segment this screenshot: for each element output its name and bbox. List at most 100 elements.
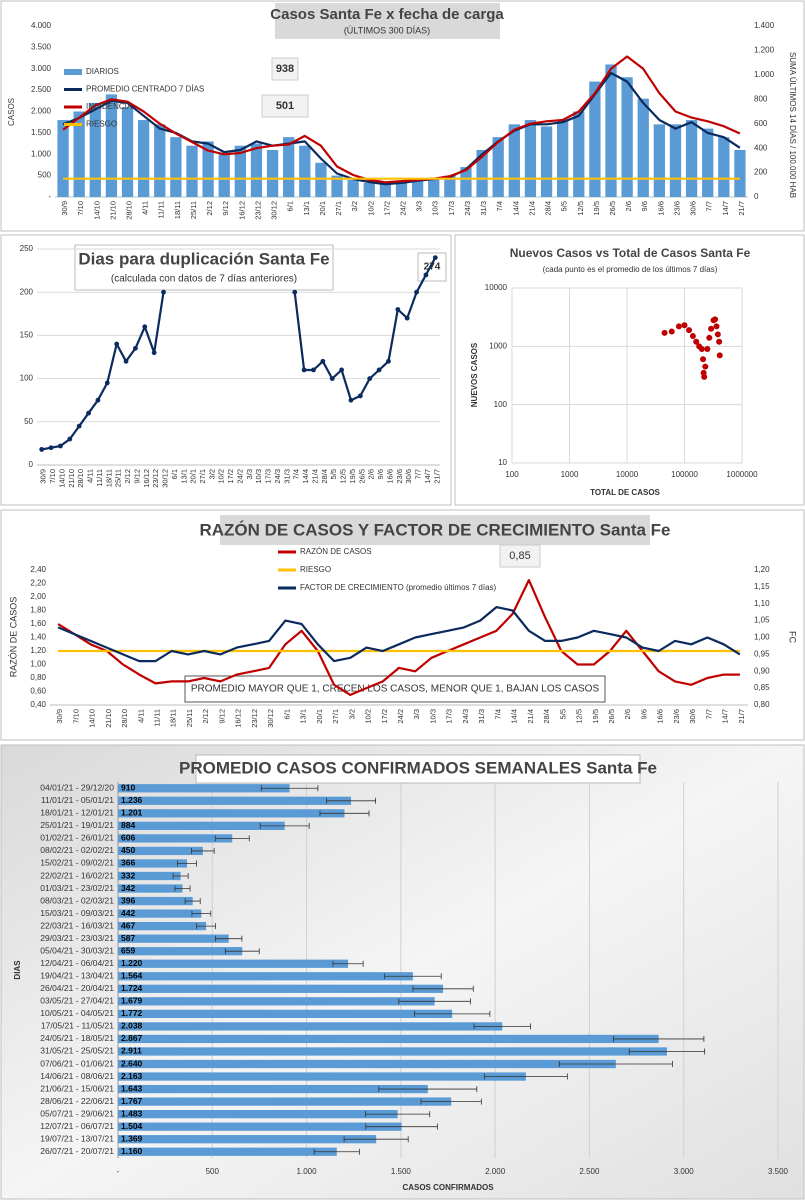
error-bar [628,1048,706,1055]
data-label: 884 [121,820,135,830]
x-tick-label: 21/10 [104,709,113,728]
error-bar [343,1136,409,1143]
x-tick-label: 28/4 [544,201,553,216]
x-tick-label: 1000000 [726,470,758,479]
bar [118,1022,503,1031]
error-bar [398,998,471,1005]
x-tick-label: 19/5 [348,469,357,484]
x-tick-label: 25/11 [185,709,194,727]
y-axis-title: NUEVOS CASOS [470,342,479,407]
error-bar [191,910,212,917]
bar [118,1009,453,1019]
point [668,328,675,335]
x-tick-label: 9/12 [217,709,226,724]
x-tick-label: 21/10 [108,201,117,220]
x-tick-label: 3/2 [347,709,356,719]
y-tick-label: 04/01/21 - 29/12/20 [40,783,114,793]
y2-tick-label: 0,80 [754,700,770,709]
x-tick-label: 14/10 [92,201,101,220]
x-tick-label: 31/3 [479,201,488,216]
point [404,315,410,321]
x-tick-label: 10/3 [431,201,440,216]
y-tick-label: 19/04/21 - 13/04/21 [40,971,114,981]
point [329,376,335,381]
x-tick-label: 30/9 [55,709,64,724]
bar [118,1097,452,1106]
x-tick-label: 10/2 [366,201,375,216]
x-tick-label: 9/6 [639,709,648,719]
y-tick-label: 1,00 [30,660,46,669]
data-label: 396 [121,895,135,905]
x-tick-label: 9/12 [221,201,230,216]
note: PROMEDIO MAYOR QUE 1, CRECEN LOS CASOS, … [191,684,600,695]
error-bar [365,1111,431,1118]
x-tick-label: 14/7 [721,201,730,216]
y-tick-label: 50 [24,417,33,426]
x-tick-label: 20/1 [318,201,327,216]
bar [202,141,214,197]
x-tick-label: 1000 [561,470,579,479]
point [693,338,700,345]
x-tick-label: 18/11 [173,201,182,219]
data-label: 1.369 [121,1133,143,1143]
y-tick-label: 200 [20,287,34,296]
point [301,367,307,373]
y2-tick-label: 400 [754,143,768,152]
y-tick-label: 1,80 [30,606,46,615]
x-tick-label: 21/4 [527,201,536,216]
annotation: 0,85 [509,550,530,562]
y-tick-label: 2,20 [30,579,46,588]
legend-swatch [64,69,82,75]
y2-tick-label: 200 [754,168,768,177]
x-tick-label: 3.500 [768,1167,789,1176]
x-tick-label: 9/12 [132,469,141,484]
chart-subtitle: (ÚLTIMOS 300 DÍAS) [344,25,430,35]
x-tick-label: 7/7 [705,201,714,211]
x-tick-label: 23/12 [151,469,160,488]
x-tick-label: 16/6 [656,201,665,216]
y-tick-label: 17/05/21 - 11/05/21 [41,1021,114,1031]
bar [118,1072,526,1081]
y2-tick-label: 1,05 [754,616,770,625]
y-tick-label: 21/06/21 - 15/06/21 [40,1083,114,1093]
annotation-box [499,544,541,568]
bar [57,120,69,197]
y2-tick-label: 1.200 [754,46,775,55]
x-tick-label: 7/4 [493,709,502,719]
y-tick-label: 12/07/21 - 06/07/21 [40,1121,114,1131]
bar [73,111,85,197]
x-tick-label: 5/5 [558,709,567,719]
note-box [184,675,606,703]
x-tick-label: 16/12 [142,469,151,488]
point [716,352,723,359]
x-tick-label: 3/3 [415,201,424,211]
legend-label: RAZÓN DE CASOS [300,547,372,556]
x-tick-label: 19/5 [592,201,601,216]
data-label: 2.911 [121,1046,142,1056]
x-tick-label: 12/5 [339,469,348,484]
x-tick-label: 100 [505,470,519,479]
data-label: 1.679 [121,996,143,1006]
y-tick-label: 4.000 [31,21,52,30]
x-tick-label: 21/4 [526,709,535,724]
bar [118,959,349,968]
y-tick-label: 2.500 [31,85,52,94]
y-axis-title: DIAS [13,960,22,980]
x-axis-title: TOTAL DE CASOS [590,488,660,497]
x-tick-label: 11/11 [157,201,166,219]
annotation: 938 [276,63,294,75]
point [714,331,721,338]
y-tick-label: 05/04/21 - 30/03/21 [40,945,114,955]
error-bar [313,1148,360,1155]
error-bar [558,1061,673,1067]
error-bar [319,810,370,817]
chart-title: PROMEDIO CASOS CONFIRMADOS SEMANALES San… [179,758,657,777]
x-tick-label: 21/4 [310,469,319,484]
bar [637,98,649,197]
x-tick-label: 5/5 [329,469,338,479]
bar [170,137,182,197]
y2-axis-title: FC [788,631,798,643]
y-tick-label: 01/02/21 - 26/01/21 [40,833,114,843]
x-tick-label: 2/12 [201,709,210,724]
y-tick-label: 24/05/21 - 18/05/21 [40,1033,114,1043]
